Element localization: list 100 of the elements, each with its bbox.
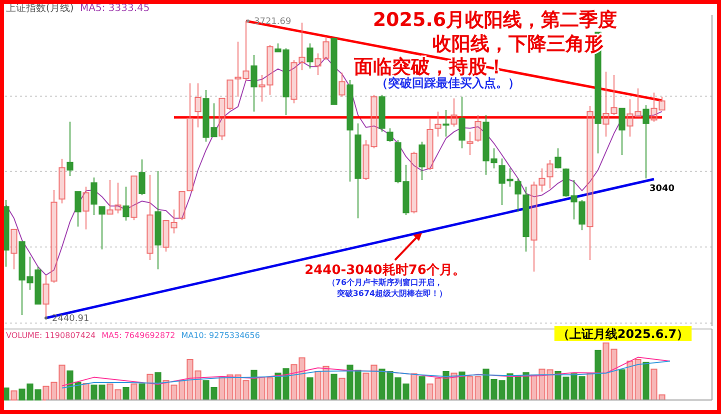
candlestick bbox=[234, 41, 242, 98]
annotation: 2025.6月收阳线，第二季度 bbox=[372, 9, 618, 31]
bar bbox=[114, 389, 122, 400]
bar bbox=[442, 371, 450, 400]
candlestick bbox=[258, 74, 266, 102]
bar bbox=[450, 372, 458, 400]
candlestick bbox=[538, 168, 546, 192]
candlestick bbox=[242, 20, 250, 82]
annotation: 3721.69 bbox=[254, 17, 292, 27]
candlestick bbox=[474, 114, 482, 142]
candlestick bbox=[354, 122, 362, 219]
bar bbox=[106, 384, 114, 400]
bar bbox=[178, 380, 186, 400]
candlestick bbox=[650, 92, 658, 122]
candlestick bbox=[530, 181, 538, 272]
bar bbox=[426, 384, 434, 400]
candlestick bbox=[114, 182, 122, 214]
bar bbox=[330, 374, 338, 400]
bar bbox=[194, 370, 202, 400]
bar bbox=[10, 390, 18, 400]
candlestick bbox=[90, 176, 98, 216]
bar bbox=[338, 378, 346, 400]
bar bbox=[650, 368, 658, 400]
bar bbox=[306, 377, 314, 400]
annotation: （76个月卢卡斯序列窗口开启， bbox=[327, 277, 443, 287]
text: MA10: 9275334656 bbox=[181, 331, 260, 340]
bar bbox=[370, 364, 378, 400]
bar bbox=[42, 386, 50, 400]
bar bbox=[586, 372, 594, 400]
bar bbox=[546, 369, 554, 400]
candlestick bbox=[66, 121, 74, 177]
bar bbox=[266, 377, 274, 400]
bar bbox=[626, 360, 634, 400]
bar bbox=[50, 382, 58, 400]
annotation: 突破3674超级大阴棒在即！） bbox=[336, 289, 448, 298]
candlestick bbox=[642, 104, 650, 179]
bar bbox=[474, 376, 482, 400]
bar bbox=[154, 372, 162, 400]
annotation: 2440-3040耗时76个月。 bbox=[304, 262, 466, 278]
bar bbox=[434, 378, 442, 400]
bar bbox=[130, 384, 138, 400]
bar bbox=[362, 372, 370, 400]
bar bbox=[610, 348, 618, 400]
candlestick bbox=[370, 94, 378, 149]
candlestick bbox=[58, 158, 66, 204]
bar bbox=[122, 386, 130, 400]
bar bbox=[138, 384, 146, 400]
candlestick bbox=[586, 106, 594, 261]
text: MA5: 7649692872 bbox=[102, 331, 176, 340]
bar bbox=[418, 376, 426, 400]
candlestick bbox=[426, 118, 434, 171]
candlestick bbox=[170, 208, 178, 234]
candlestick bbox=[362, 140, 370, 181]
bar bbox=[642, 362, 650, 400]
candlestick bbox=[522, 186, 530, 252]
candlestick bbox=[146, 174, 154, 261]
candlestick bbox=[250, 54, 258, 112]
candlestick bbox=[610, 74, 618, 116]
bar bbox=[226, 374, 234, 400]
bar bbox=[58, 364, 66, 400]
bar bbox=[634, 359, 642, 400]
candlestick bbox=[466, 131, 474, 156]
candlestick bbox=[338, 72, 346, 98]
bar bbox=[314, 371, 322, 400]
candlestick bbox=[442, 109, 450, 138]
bar bbox=[410, 373, 418, 400]
candlestick bbox=[434, 111, 442, 138]
candlestick bbox=[298, 22, 306, 71]
bar bbox=[82, 382, 90, 400]
bar bbox=[298, 357, 306, 400]
bar bbox=[258, 376, 266, 400]
candlestick bbox=[418, 141, 426, 181]
bar bbox=[466, 376, 474, 400]
bar bbox=[242, 380, 250, 400]
bar bbox=[594, 350, 602, 400]
candlestick bbox=[50, 189, 58, 284]
annotation: 3040 bbox=[649, 184, 675, 194]
candlestick bbox=[42, 274, 50, 318]
candlestick bbox=[450, 98, 458, 128]
bar bbox=[250, 370, 258, 400]
candlestick bbox=[314, 52, 322, 76]
candlestick bbox=[546, 160, 554, 189]
candlestick bbox=[626, 98, 634, 138]
candlestick bbox=[266, 44, 274, 96]
annotation: （突破回踩最佳买入点。） bbox=[376, 76, 520, 90]
text: VOLUME: 1190807424 bbox=[6, 331, 96, 340]
text: （上证月线2025.6.7） bbox=[557, 327, 689, 341]
bar bbox=[234, 374, 242, 400]
bar bbox=[530, 374, 538, 400]
candlestick bbox=[154, 170, 162, 270]
bar bbox=[618, 369, 626, 400]
bar bbox=[322, 366, 330, 400]
bar bbox=[162, 380, 170, 400]
bar bbox=[290, 364, 298, 400]
bar bbox=[186, 359, 194, 400]
bar bbox=[146, 374, 154, 400]
candlestick bbox=[458, 96, 466, 149]
candlestick bbox=[194, 82, 202, 128]
bar bbox=[538, 368, 546, 400]
bar bbox=[170, 384, 178, 400]
